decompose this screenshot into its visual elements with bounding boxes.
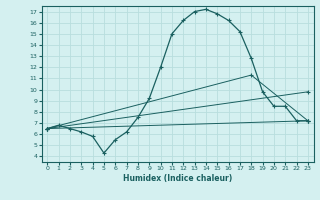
X-axis label: Humidex (Indice chaleur): Humidex (Indice chaleur) (123, 174, 232, 183)
